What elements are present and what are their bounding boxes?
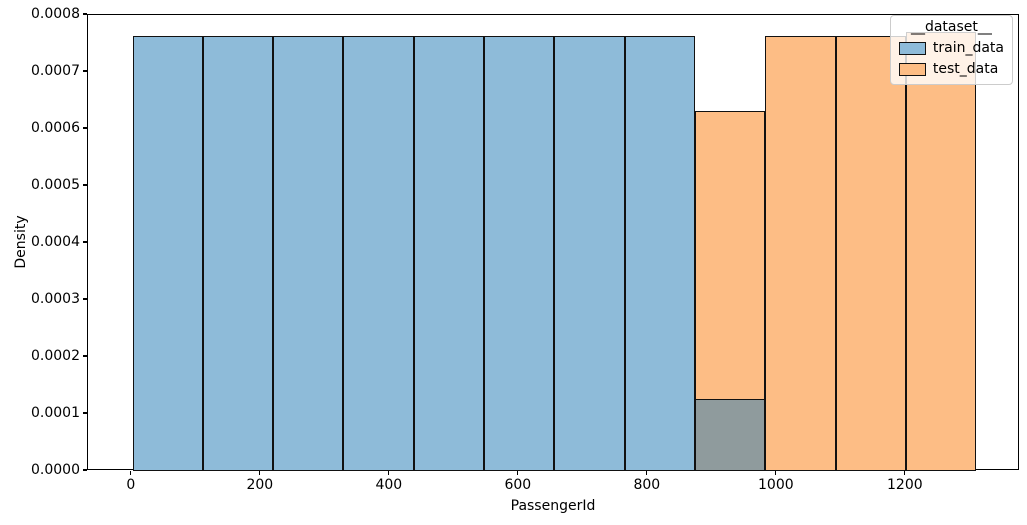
histogram-bar: [765, 35, 836, 471]
histogram-bar: [624, 35, 695, 471]
histogram-bar: [202, 35, 274, 471]
x-tick-mark: [775, 471, 777, 475]
y-tick-label: 0.0002: [31, 348, 80, 364]
x-tick-label: 1200: [887, 477, 923, 493]
x-tick-label: 1000: [758, 477, 794, 493]
histogram-bar: [694, 399, 766, 471]
y-tick-mark: [83, 13, 87, 15]
y-tick-mark: [83, 184, 87, 186]
plot-area: __dataset__ train_data test_data: [87, 14, 1019, 471]
legend-item-test-data: test_data: [898, 61, 1004, 78]
x-tick-mark: [646, 471, 648, 475]
y-tick-mark: [83, 127, 87, 129]
histogram-bar: [835, 35, 906, 471]
legend: __dataset__ train_data test_data: [889, 15, 1013, 85]
y-tick-label: 0.0000: [31, 462, 80, 478]
y-tick-label: 0.0004: [31, 234, 80, 250]
x-tick-label: 0: [126, 477, 136, 493]
histogram-bar: [905, 31, 977, 471]
y-tick-label: 0.0007: [31, 63, 80, 79]
y-tick-mark: [83, 355, 87, 357]
legend-swatch-train-data-icon: [898, 42, 926, 55]
histogram-bar: [132, 35, 203, 471]
x-tick-mark: [517, 471, 519, 475]
x-axis-label: PassengerId: [510, 498, 596, 514]
histogram-bar: [273, 35, 344, 471]
x-tick-label: 600: [504, 477, 532, 493]
x-tick-label: 200: [246, 477, 274, 493]
histogram-bar: [484, 35, 555, 471]
x-tick-mark: [388, 471, 390, 475]
histogram-bar: [413, 35, 484, 471]
legend-label-test-data: test_data: [932, 61, 999, 77]
y-tick-mark: [83, 412, 87, 414]
y-tick-label: 0.0006: [31, 120, 80, 136]
y-tick-label: 0.0003: [31, 291, 80, 307]
legend-title: __dataset__: [910, 19, 992, 35]
histogram-bar: [554, 35, 625, 471]
y-tick-label: 0.0001: [31, 405, 80, 421]
x-tick-label: 400: [375, 477, 403, 493]
y-tick-label: 0.0008: [31, 6, 80, 22]
y-tick-mark: [83, 298, 87, 300]
legend-label-train-data: train_data: [932, 40, 1004, 56]
legend-item-train-data: train_data: [898, 40, 1004, 57]
x-tick-mark: [904, 471, 906, 475]
y-tick-mark: [83, 241, 87, 243]
x-tick-mark: [130, 471, 132, 475]
y-tick-mark: [83, 70, 87, 72]
y-tick-label: 0.0005: [31, 177, 80, 193]
y-tick-mark: [83, 469, 87, 471]
x-tick-mark: [259, 471, 261, 475]
x-tick-label: 800: [633, 477, 661, 493]
histogram-bar: [343, 35, 414, 471]
bars-layer: [88, 15, 1018, 471]
legend-swatch-test-data-icon: [898, 63, 926, 76]
